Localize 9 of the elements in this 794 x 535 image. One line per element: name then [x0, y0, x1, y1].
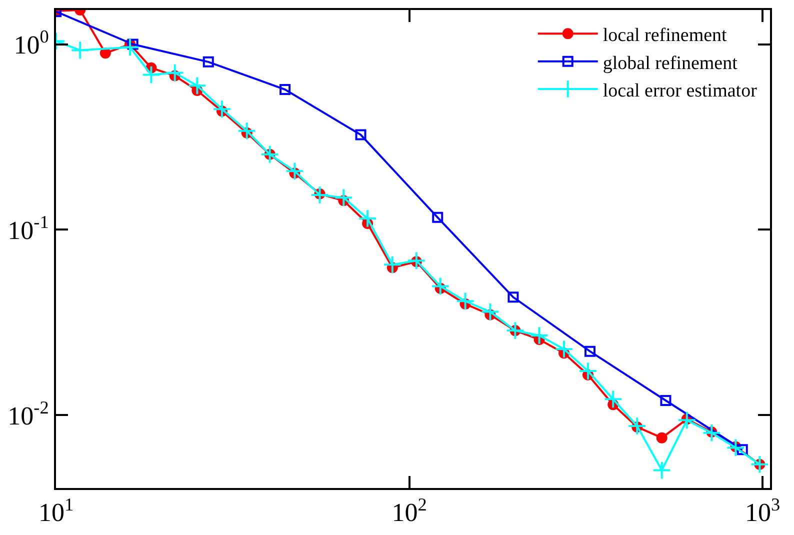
legend-label: local refinement: [602, 25, 728, 46]
y-tick-label: 10$^{-1}$: [8, 212, 49, 245]
legend-label: global refinement: [602, 52, 738, 74]
x-tick-label: 10$^{3}$: [744, 494, 780, 528]
x-tick-label: 10$^{2}$: [392, 494, 427, 528]
y-tick-label: 10$^{0}$: [14, 26, 49, 60]
y-tick-label: 10$^{-2}$: [8, 397, 49, 430]
x-tick-label: 10$^{1}$: [38, 494, 74, 528]
legend-label: local error estimator: [602, 80, 758, 102]
